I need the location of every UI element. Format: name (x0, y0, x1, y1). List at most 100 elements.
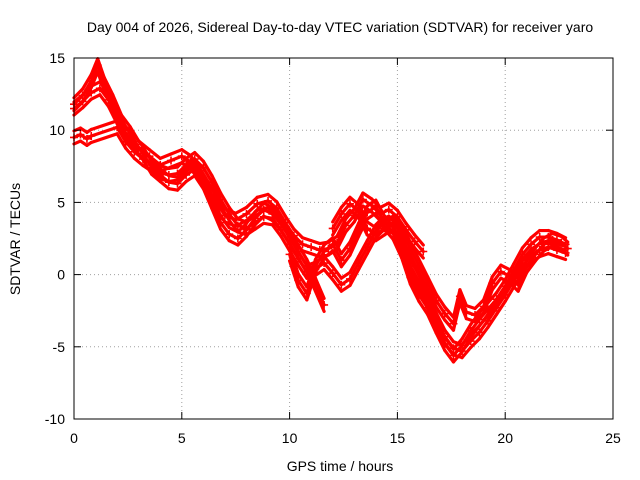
data-point (462, 308, 471, 317)
data-point (337, 280, 346, 289)
data-point (514, 280, 523, 289)
series-track-5 (328, 195, 572, 332)
series-segment (288, 259, 300, 289)
series-segment (516, 264, 529, 287)
series-segment (331, 218, 343, 237)
series-segment (413, 239, 425, 254)
data-point (406, 273, 415, 282)
data-point (354, 259, 363, 268)
series-segment (529, 228, 542, 240)
data-point (328, 224, 337, 233)
data-point (440, 309, 449, 318)
series-segment (201, 180, 214, 204)
y-tick-label: 10 (49, 122, 65, 138)
data-point (466, 326, 475, 335)
series-segment (391, 227, 404, 240)
series-segment (458, 288, 468, 308)
series-segment (490, 270, 503, 285)
series-segment (516, 270, 529, 293)
series-segment (193, 167, 205, 184)
series-segment (387, 208, 399, 219)
series-segment (169, 148, 184, 156)
series-segment (270, 205, 283, 220)
data-point (440, 339, 449, 348)
data-point (389, 218, 398, 227)
y-tick-label: 15 (49, 50, 65, 66)
data-point (320, 247, 329, 256)
series-segment (132, 156, 145, 168)
series-segment (288, 242, 300, 261)
series-segment (288, 252, 300, 282)
data-point (276, 225, 285, 234)
data-series (70, 57, 572, 364)
series-segment (451, 343, 464, 358)
series-segment (417, 264, 430, 285)
series-segment (210, 187, 223, 208)
series-segment (477, 314, 490, 328)
series-segment (400, 229, 412, 251)
series-segment (525, 252, 537, 268)
data-point (518, 250, 527, 259)
series-segment (296, 243, 309, 262)
series-segment (404, 228, 417, 243)
series-segment (391, 231, 404, 254)
data-point (242, 209, 251, 218)
series-segment (425, 299, 438, 322)
data-point (216, 195, 225, 204)
series-segment (322, 236, 335, 247)
data-point (371, 202, 380, 211)
series-segment (348, 228, 361, 251)
series-segment (408, 282, 421, 303)
series-segment (339, 208, 352, 223)
series-segment (425, 275, 438, 296)
data-point (216, 218, 225, 227)
chart-title: Day 004 of 2026, Sidereal Day-to-day VTE… (87, 19, 593, 35)
series-segment (279, 228, 292, 246)
series-segment (89, 57, 100, 77)
series-segment (520, 236, 533, 250)
data-point (419, 247, 428, 256)
series-segment (115, 119, 128, 137)
series-segment (425, 281, 438, 303)
series-segment (339, 270, 352, 280)
series-segment (331, 212, 343, 230)
series-segment (382, 221, 395, 230)
series-segment (141, 150, 154, 160)
series-segment (374, 211, 387, 231)
data-point (82, 134, 91, 143)
series-segment (460, 345, 473, 360)
series-segment (331, 236, 343, 256)
series-segment (89, 63, 100, 83)
series-segment (210, 200, 223, 225)
series-segment (98, 80, 111, 95)
y-tick-label: 5 (57, 194, 65, 210)
series-segment (408, 240, 421, 262)
data-point (471, 311, 480, 320)
series-segment (150, 166, 162, 177)
series-segment (533, 242, 546, 256)
series-segment (313, 289, 326, 314)
series-segment (365, 211, 378, 221)
data-point (337, 209, 346, 218)
data-point (233, 234, 242, 243)
series-segment (490, 276, 503, 292)
series-segment (275, 200, 287, 218)
series-segment (374, 220, 387, 230)
series-segment (81, 84, 93, 97)
data-point (233, 221, 242, 230)
data-point (522, 261, 531, 270)
data-point (285, 250, 294, 259)
data-point (548, 235, 557, 244)
x-tick-label: 5 (178, 430, 186, 446)
series-segment (96, 63, 106, 86)
series-segment (460, 322, 473, 341)
data-point (302, 289, 311, 298)
series-segment (72, 106, 85, 117)
data-point (354, 207, 363, 216)
series-segment (529, 235, 542, 246)
series-segment (305, 270, 318, 302)
series-segment (227, 239, 240, 247)
series-segment (486, 297, 499, 311)
series-segment (339, 253, 352, 269)
data-point (87, 88, 96, 97)
